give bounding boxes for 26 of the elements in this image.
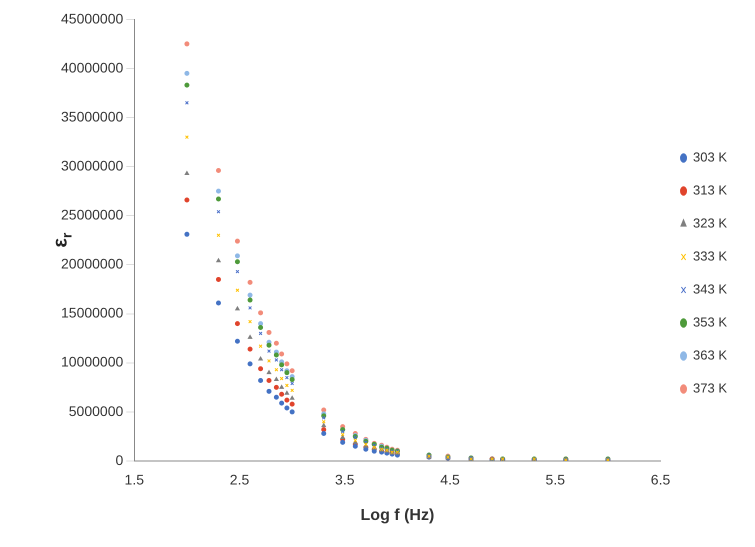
y-tick-label: 20000000: [60, 256, 124, 272]
legend-label: 313 K: [693, 182, 728, 198]
y-tick-label: 35000000: [60, 108, 124, 124]
x-axis-title: Log f (Hz): [360, 506, 434, 524]
legend-label: 323 K: [693, 216, 728, 231]
x-tick-label: 6.5: [650, 471, 670, 488]
x-tick-label: 5.5: [546, 471, 566, 488]
legend-label: 353 K: [693, 314, 728, 330]
x-tick-label: 4.5: [440, 471, 460, 488]
y-tick-label: 25000000: [60, 206, 124, 223]
y-tick-label: 30000000: [60, 157, 124, 174]
x-tick-label: 1.5: [124, 471, 144, 488]
y-tick-label: 10000000: [60, 354, 124, 370]
legend-label: 343 K: [693, 282, 728, 297]
legend-label: 363 K: [693, 348, 728, 363]
y-tick-label: 40000000: [60, 59, 124, 76]
x-tick-label: 3.5: [335, 471, 355, 488]
legend-label: 333 K: [693, 248, 728, 264]
y-axis-title: εr: [49, 232, 74, 248]
y-tick-label: 15000000: [60, 304, 124, 321]
legend-label: 303 K: [693, 150, 728, 165]
y-tick-label: 5000000: [68, 402, 124, 419]
y-tick-label: 45000000: [60, 10, 124, 26]
x-tick-label: 2.5: [230, 471, 250, 488]
y-tick-label: 0: [115, 452, 124, 468]
legend-label: 373 K: [693, 380, 728, 396]
